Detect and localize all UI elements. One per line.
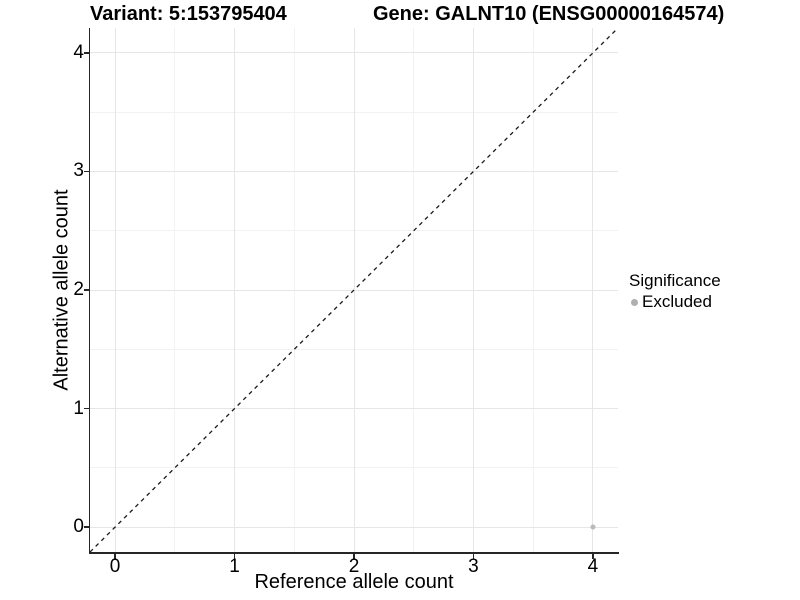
major-gridline-horizontal (90, 170, 618, 172)
y-tick-label: 2 (73, 279, 84, 300)
x-tick-label: 4 (587, 556, 599, 577)
legend-entry-excluded: Excluded (629, 292, 721, 312)
x-tick-label: 0 (109, 556, 121, 577)
excluded-point-icon (631, 298, 638, 306)
y-tick-label: 0 (73, 516, 84, 538)
major-gridline-horizontal (90, 408, 618, 410)
x-tick-mark (353, 554, 355, 559)
y-tick-label: 1 (73, 397, 84, 419)
x-tick-label: 2 (348, 556, 360, 577)
x-axis-title: Reference allele count (254, 571, 454, 593)
y-axis-title: Alternative allele count (50, 189, 73, 391)
legend-entry-label: Excluded (642, 292, 712, 311)
plot-title-variant: Variant: 5:153795404 (90, 3, 287, 25)
identity-dashed-line (90, 28, 618, 552)
y-tick-mark (84, 170, 89, 173)
y-tick-label: 4 (73, 41, 84, 63)
x-tick-label: 3 (468, 556, 479, 577)
legend-title: Significance (629, 271, 721, 290)
x-tick-mark (472, 554, 475, 559)
y-tick-mark (84, 407, 89, 410)
y-axis-line (88, 28, 90, 554)
data-point (590, 524, 596, 530)
plot-panel (90, 28, 618, 552)
major-gridline-horizontal (90, 526, 618, 528)
major-gridline-horizontal (90, 52, 618, 54)
y-tick-mark (84, 52, 89, 54)
x-axis-line (88, 552, 619, 554)
plot-title-gene: Gene: GALNT10 (ENSG00000164574) (373, 3, 725, 25)
x-tick-label: 1 (229, 556, 240, 577)
legend: Significance Excluded (629, 270, 721, 312)
x-tick-mark (114, 554, 116, 559)
x-tick-mark (233, 554, 236, 559)
y-tick-mark (84, 526, 89, 528)
y-tick-mark (84, 289, 89, 291)
y-tick-label: 3 (73, 160, 84, 182)
x-tick-mark (592, 554, 594, 559)
